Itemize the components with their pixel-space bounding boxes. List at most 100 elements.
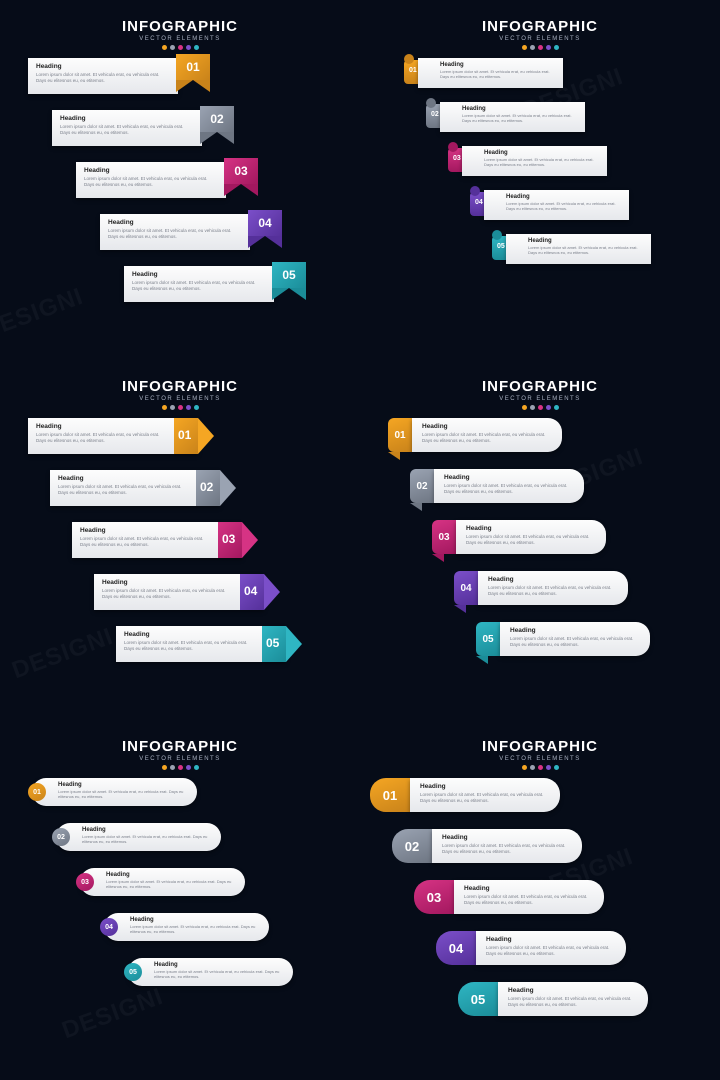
step-body: Lorem ipsum dolor sit amet. Et vehicula … [102, 588, 236, 599]
infographic-panel-5: INFOGRAPHIC VECTOR ELEMENTS Heading Lore… [0, 720, 360, 1080]
step-number: 01 [178, 428, 191, 442]
step-card: Heading Lorem ipsum dolor sit amet. Et v… [72, 522, 242, 558]
step-body: Lorem ipsum dolor sit amet. Et vehicula … [442, 843, 574, 854]
step-number-tab: 05 [272, 262, 306, 288]
step: Heading Lorem ipsum dolor sit amet. Et v… [10, 162, 350, 206]
step-heading: Heading [444, 474, 576, 481]
step-heading: Heading [506, 194, 622, 200]
step-number: 04 [244, 584, 257, 598]
step-card: Heading Lorem ipsum dolor sit amet. Et v… [56, 823, 221, 851]
step-heading: Heading [484, 150, 600, 156]
step-card: Heading Lorem ipsum dolor sit amet. Et v… [50, 470, 220, 506]
scroll-curl-top [470, 186, 480, 196]
title-block: INFOGRAPHIC VECTOR ELEMENTS [370, 18, 710, 50]
number-block: 01 [370, 778, 410, 812]
step: Heading Lorem ipsum dolor sit amet. Et v… [10, 778, 350, 816]
title-block: INFOGRAPHIC VECTOR ELEMENTS [370, 738, 710, 770]
step-body: Lorem ipsum dolor sit amet. Et vehicula … [132, 280, 266, 291]
step-heading: Heading [106, 872, 237, 878]
step-card: Heading Lorem ipsum dolor sit amet. Et v… [76, 162, 226, 198]
step-body: Lorem ipsum dolor sit amet. Et vehicula … [462, 113, 578, 123]
step: 05 Heading Lorem ipsum dolor sit amet. E… [370, 622, 710, 666]
ribbon-arrow [264, 574, 280, 610]
step-body: Lorem ipsum dolor sit amet. Et vehicula … [464, 894, 596, 905]
step-body: Lorem ipsum dolor sit amet. Et vehicula … [106, 879, 237, 889]
step-card: Heading Lorem ipsum dolor sit amet. Et v… [454, 880, 604, 914]
step-heading: Heading [58, 475, 192, 482]
step: Heading Lorem ipsum dolor sit amet. Et v… [10, 418, 350, 464]
step-heading: Heading [58, 782, 189, 788]
step: Heading Lorem ipsum dolor sit amet. Et v… [10, 522, 350, 568]
ribbon-tail [272, 288, 306, 300]
step-number: 02 [200, 480, 213, 494]
step-heading: Heading [130, 917, 261, 923]
steps-container: Heading Lorem ipsum dolor sit amet. Et v… [10, 58, 350, 310]
step-body: Lorem ipsum dolor sit amet. Et vehicula … [60, 124, 194, 135]
title-block: INFOGRAPHIC VECTOR ELEMENTS [10, 738, 350, 770]
step-heading: Heading [422, 423, 554, 430]
step-number: 05 [497, 243, 505, 250]
step: Heading Lorem ipsum dolor sit amet. Et v… [10, 470, 350, 516]
step-card: Heading Lorem ipsum dolor sit amet. Et v… [440, 102, 585, 132]
ribbon-tail [248, 236, 282, 248]
step: Heading Lorem ipsum dolor sit amet. Et v… [370, 58, 710, 96]
ribbon-arrow [286, 626, 302, 662]
step-number-tab: 01 [176, 54, 210, 80]
ribbon-tail [200, 132, 234, 144]
sub-title: VECTOR ELEMENTS [10, 756, 350, 762]
step-body: Lorem ipsum dolor sit amet. Et vehicula … [420, 792, 552, 803]
sub-title: VECTOR ELEMENTS [10, 396, 350, 402]
step: Heading Lorem ipsum dolor sit amet. Et v… [370, 234, 710, 272]
step-heading: Heading [420, 783, 552, 790]
step-card: Heading Lorem ipsum dolor sit amet. Et v… [478, 571, 628, 605]
step-body: Lorem ipsum dolor sit amet. Et vehicula … [124, 640, 258, 651]
step: 02 Heading Lorem ipsum dolor sit amet. E… [370, 469, 710, 513]
step-card: Heading Lorem ipsum dolor sit amet. Et v… [456, 520, 606, 554]
step-card: Heading Lorem ipsum dolor sit amet. Et v… [104, 913, 269, 941]
step-body: Lorem ipsum dolor sit amet. Et vehicula … [130, 924, 261, 934]
step-body: Lorem ipsum dolor sit amet. Et vehicula … [154, 969, 285, 979]
step-card: Heading Lorem ipsum dolor sit amet. Et v… [500, 622, 650, 656]
step-heading: Heading [528, 238, 644, 244]
step-card: Heading Lorem ipsum dolor sit amet. Et v… [116, 626, 286, 662]
step-heading: Heading [108, 219, 242, 226]
main-title: INFOGRAPHIC [10, 738, 350, 755]
number-strip: 05 [476, 622, 500, 656]
step: 03 Heading Lorem ipsum dolor sit amet. E… [370, 520, 710, 564]
sub-title: VECTOR ELEMENTS [370, 396, 710, 402]
step-heading: Heading [510, 627, 642, 634]
infographic-panel-4: INFOGRAPHIC VECTOR ELEMENTS 01 Heading L… [360, 360, 720, 720]
step-card: Heading Lorem ipsum dolor sit amet. Et v… [412, 418, 562, 452]
step-heading: Heading [36, 423, 170, 430]
step-number-tab: 04 [248, 210, 282, 236]
step-heading: Heading [132, 271, 266, 278]
step-heading: Heading [102, 579, 236, 586]
step-number: 03 [222, 532, 235, 546]
step-card: Heading Lorem ipsum dolor sit amet. Et v… [418, 58, 563, 88]
step-card: Heading Lorem ipsum dolor sit amet. Et v… [432, 829, 582, 863]
ribbon-tail [224, 184, 258, 196]
scroll-curl-top [492, 230, 502, 240]
step: Heading Lorem ipsum dolor sit amet. Et v… [10, 266, 350, 310]
step-body: Lorem ipsum dolor sit amet. Et vehicula … [444, 483, 576, 494]
ribbon-arrow [242, 522, 258, 558]
step: Heading Lorem ipsum dolor sit amet. Et v… [10, 574, 350, 620]
color-dots [10, 45, 350, 50]
step-card: Heading Lorem ipsum dolor sit amet. Et v… [434, 469, 584, 503]
number-block: 02 [392, 829, 432, 863]
fold-corner [410, 503, 422, 511]
number-ball: 02 [52, 828, 70, 846]
step-heading: Heading [124, 631, 258, 638]
color-dots [10, 765, 350, 770]
step-number: 03 [453, 155, 461, 162]
step-body: Lorem ipsum dolor sit amet. Et vehicula … [36, 432, 170, 443]
step-heading: Heading [84, 167, 218, 174]
step-card: Heading Lorem ipsum dolor sit amet. Et v… [410, 778, 560, 812]
step: Heading Lorem ipsum dolor sit amet. Et v… [10, 958, 350, 996]
step-card: Heading Lorem ipsum dolor sit amet. Et v… [476, 931, 626, 965]
step-card: Heading Lorem ipsum dolor sit amet. Et v… [28, 58, 178, 94]
step: Heading Lorem ipsum dolor sit amet. Et v… [10, 58, 350, 102]
step-heading: Heading [154, 962, 285, 968]
step-heading: Heading [466, 525, 598, 532]
number-strip: 01 [388, 418, 412, 452]
